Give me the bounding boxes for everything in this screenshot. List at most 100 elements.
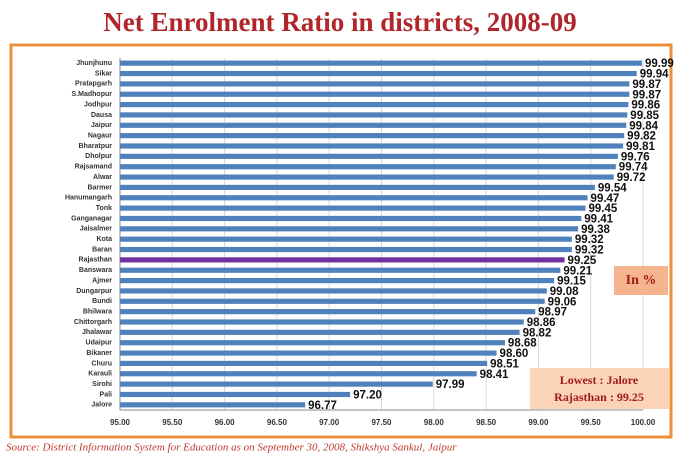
y-tick-label: Banswara: [79, 267, 112, 274]
value-label: 99.86: [631, 100, 660, 112]
annotation: Rajasthan : 99.25: [554, 390, 644, 404]
value-label: 99.84: [629, 120, 658, 132]
annotation-box: [614, 266, 668, 295]
y-tick-label: Sikar: [95, 70, 112, 77]
bar: [120, 298, 545, 304]
bar: [120, 371, 477, 377]
value-label: 99.81: [626, 141, 655, 153]
value-label: 96.77: [308, 400, 337, 412]
y-tick-label: Tonk: [96, 205, 112, 212]
bar: [120, 309, 536, 315]
annotation: Lowest : Jalore: [560, 373, 639, 387]
y-tick-label: Jhalawar: [82, 329, 112, 336]
y-tick-label: S.Madhopur: [72, 91, 113, 98]
y-tick-label: Bikaner: [86, 350, 112, 357]
y-tick-label: Nagaur: [88, 132, 112, 139]
value-label: 97.20: [353, 390, 382, 402]
x-tick-label: 99.50: [581, 418, 602, 427]
y-tick-label: Dungarpur: [76, 288, 112, 295]
bar: [120, 391, 351, 398]
value-label: 99.41: [584, 214, 613, 226]
chart-title: Net Enrolment Ratio in districts, 2008-0…: [103, 7, 576, 37]
bar: [120, 278, 555, 284]
y-tick-label: Ganganagar: [71, 215, 112, 222]
y-tick-label: Jodhpur: [84, 101, 112, 108]
y-tick-label: Bhilwara: [83, 308, 112, 315]
bar: [120, 174, 614, 180]
y-tick-label: Rajsamand: [75, 164, 112, 171]
annotation: In %: [626, 273, 657, 288]
x-tick-label: 99.00: [528, 418, 549, 427]
value-label: 99.21: [563, 265, 592, 277]
y-tick-label: Pali: [100, 391, 113, 398]
bar: [120, 360, 488, 366]
bar: [120, 381, 433, 387]
y-tick-label: Bharatpur: [79, 143, 113, 150]
value-label: 99.25: [568, 255, 597, 267]
y-tick-label: Udaipur: [86, 340, 113, 347]
bar: [120, 319, 524, 325]
value-label: 99.54: [598, 182, 627, 194]
x-tick-label: 98.00: [424, 418, 445, 427]
value-label: 99.74: [619, 162, 648, 174]
bar: [120, 81, 630, 87]
value-label: 99.82: [627, 131, 656, 143]
y-tick-label: Rajasthan: [79, 257, 112, 264]
x-tick-label: 100.00: [631, 418, 656, 427]
bar: [120, 288, 547, 294]
value-label: 99.32: [575, 245, 604, 257]
bar: [120, 153, 618, 159]
value-label: 99.99: [645, 58, 674, 70]
bar: [120, 340, 505, 346]
y-tick-label: Jhunjhunu: [76, 60, 112, 67]
bar: [120, 133, 625, 139]
annotation-box: [530, 368, 669, 409]
bar: [120, 267, 561, 273]
value-label: 99.76: [621, 151, 650, 163]
bar: [120, 184, 595, 190]
value-label: 98.97: [538, 307, 567, 319]
y-tick-label: Chittorgarh: [74, 319, 112, 326]
y-tick-label: Bundi: [92, 298, 112, 305]
x-tick-label: 95.00: [110, 418, 131, 427]
bar: [120, 257, 565, 263]
y-tick-label: Churu: [91, 360, 112, 367]
bar: [120, 91, 630, 97]
bar: [120, 70, 637, 77]
value-label: 98.68: [508, 338, 537, 350]
y-tick-label: Hanumangarh: [65, 195, 112, 202]
y-tick-label: Barmer: [87, 184, 112, 191]
bar: [120, 246, 572, 253]
value-label: 99.72: [617, 172, 646, 184]
y-tick-label: Karauli: [88, 371, 112, 378]
y-tick-label: Kota: [96, 236, 112, 243]
y-tick-label: Jaipur: [91, 122, 112, 129]
bar: [120, 215, 582, 222]
bar: [120, 164, 616, 170]
value-label: 99.32: [575, 234, 604, 246]
y-tick-label: Jaisalmer: [80, 226, 113, 233]
value-label: 98.82: [523, 327, 552, 339]
bar: [120, 143, 624, 149]
y-tick-label: Dausa: [91, 112, 112, 119]
x-tick-label: 97.00: [319, 418, 340, 427]
y-tick-label: Dholpur: [85, 153, 112, 160]
x-tick-label: 96.50: [267, 418, 288, 427]
value-label: 99.15: [557, 276, 586, 288]
bar: [120, 195, 588, 201]
value-label: 98.60: [500, 348, 529, 360]
x-tick-label: 97.50: [371, 418, 392, 427]
y-tick-label: Jalore: [91, 402, 112, 409]
bar: [120, 350, 497, 356]
bar: [120, 402, 306, 408]
bar: [120, 122, 627, 128]
x-tick-label: 98.50: [476, 418, 497, 427]
source-note: Source: District Information System for …: [6, 442, 457, 454]
value-label: 98.41: [480, 369, 509, 381]
x-tick-label: 96.00: [215, 418, 236, 427]
y-tick-label: Sirohi: [92, 381, 112, 388]
value-label: 99.87: [632, 79, 661, 91]
y-tick-label: Ajmer: [92, 277, 112, 284]
bar: [120, 112, 628, 118]
